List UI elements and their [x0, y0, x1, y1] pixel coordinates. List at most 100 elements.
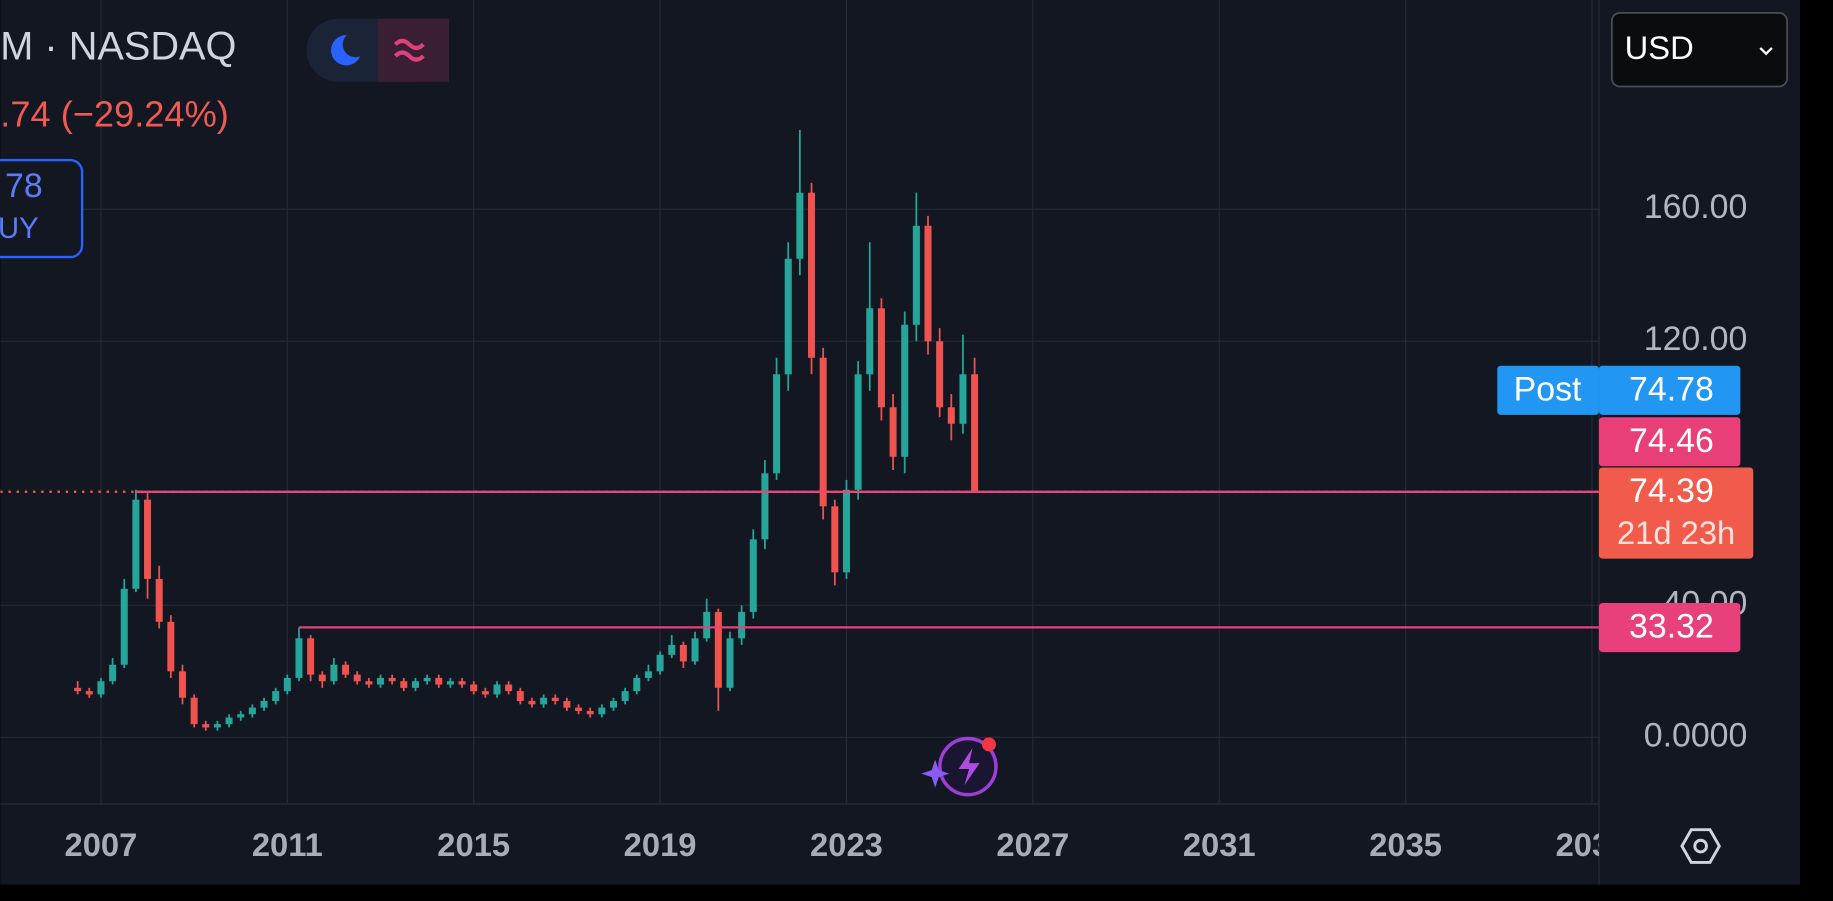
- candle-body: [575, 707, 583, 711]
- candle-body: [551, 697, 559, 702]
- candle-body: [971, 374, 979, 492]
- candle-body: [120, 588, 128, 665]
- candle-body: [912, 225, 920, 325]
- x-tick-label: 2007: [65, 826, 138, 863]
- candle-body: [144, 499, 152, 579]
- candle-body: [155, 578, 163, 622]
- candle-body: [97, 681, 105, 695]
- currency-text: USD: [1625, 29, 1694, 66]
- gear-hex: [1680, 828, 1722, 864]
- price-label-tag-text: Post: [1514, 370, 1582, 408]
- y-tick-label: 160.00: [1644, 188, 1748, 226]
- candle-body: [656, 654, 664, 672]
- candle-body: [423, 677, 431, 682]
- x-tick-label: 2027: [996, 826, 1069, 863]
- x-tick-label: 2023: [810, 826, 883, 863]
- candle-body: [435, 677, 443, 685]
- price-label-box: [1598, 365, 1741, 415]
- candle-body: [213, 724, 221, 728]
- candle-body: [458, 681, 466, 685]
- candle-body: [738, 611, 746, 639]
- candle-body: [598, 707, 606, 715]
- candle-body: [330, 664, 338, 682]
- candle-body: [237, 714, 245, 718]
- sparkle-icon: [921, 759, 950, 788]
- chevron: [1759, 47, 1773, 56]
- buy-button[interactable]: 78 UY: [0, 158, 84, 259]
- toggle-right: [377, 18, 450, 82]
- candle-body: [726, 638, 734, 688]
- candle-body: [924, 225, 932, 342]
- chart-background: [0, 0, 1800, 885]
- candle-body: [178, 671, 186, 698]
- candle-body: [411, 681, 419, 688]
- settings-button[interactable]: [1680, 828, 1722, 864]
- bar-countdown: 21d 23h: [1617, 514, 1735, 551]
- price-label-value: 74.78: [1629, 370, 1714, 408]
- candle-body: [563, 701, 571, 708]
- candle-body: [854, 374, 862, 490]
- assistant-button[interactable]: [921, 736, 998, 797]
- candle-body: [505, 684, 513, 692]
- candle-body: [644, 671, 652, 678]
- candle-body: [342, 664, 350, 675]
- candle-body: [272, 691, 280, 702]
- x-tick-label: 2011: [252, 826, 323, 863]
- candle-body: [109, 664, 117, 682]
- candle-body: [446, 681, 454, 685]
- candle-body: [761, 473, 769, 540]
- candle-body: [668, 644, 676, 655]
- candle-body: [947, 407, 955, 424]
- x-tick-label: 2019: [624, 826, 697, 863]
- candle-body: [819, 357, 827, 507]
- candle-body: [936, 341, 944, 408]
- y-tick-label: 120.00: [1644, 320, 1748, 358]
- dropdown-box: [1610, 11, 1788, 88]
- candle-body: [714, 611, 722, 688]
- candle-body: [784, 258, 792, 375]
- currency-dropdown[interactable]: USD: [1610, 11, 1788, 88]
- x-tick-label: 2031: [1183, 826, 1256, 863]
- candle-body: [633, 677, 641, 692]
- candle-body: [377, 677, 385, 685]
- candle-body: [808, 192, 816, 358]
- candle-body: [248, 707, 256, 715]
- candle-body: [295, 638, 303, 678]
- candle-body: [866, 308, 874, 375]
- candle-body: [283, 677, 291, 692]
- candle-body: [353, 674, 361, 682]
- moon-cut: [342, 31, 369, 58]
- x-tick-label: 2035: [1369, 826, 1442, 863]
- candle-body: [691, 638, 699, 662]
- candle-body: [470, 684, 478, 692]
- candle-body: [679, 644, 687, 662]
- candle-body: [388, 677, 396, 682]
- theme-toggle[interactable]: [306, 18, 450, 82]
- price-label-value: 33.32: [1629, 608, 1714, 646]
- notification-dot: [981, 737, 996, 752]
- candle-body: [609, 701, 617, 708]
- price-label-tag: [1497, 365, 1599, 415]
- gear-center: [1693, 838, 1708, 854]
- bolt-icon: [958, 747, 980, 786]
- buy-label: UY: [0, 213, 39, 245]
- candle-body: [260, 701, 268, 708]
- candle-body: [749, 539, 757, 612]
- price-label-box: [1598, 467, 1754, 559]
- candle-body: [365, 681, 373, 685]
- candle-body: [773, 374, 781, 474]
- symbol-title: M · NASDAQ: [0, 25, 236, 69]
- candle-body: [540, 697, 548, 705]
- candle-body: [318, 674, 326, 682]
- candle-body: [190, 697, 198, 725]
- price-label-value: 74.39: [1629, 472, 1714, 510]
- candle-body: [877, 308, 885, 408]
- candle-body: [831, 506, 839, 573]
- candle-body: [225, 717, 233, 725]
- candle-body: [703, 611, 711, 639]
- candle-body: [481, 691, 489, 695]
- candle-body: [307, 638, 315, 675]
- price-label-value: 74.46: [1629, 422, 1714, 460]
- candle-body: [796, 192, 804, 259]
